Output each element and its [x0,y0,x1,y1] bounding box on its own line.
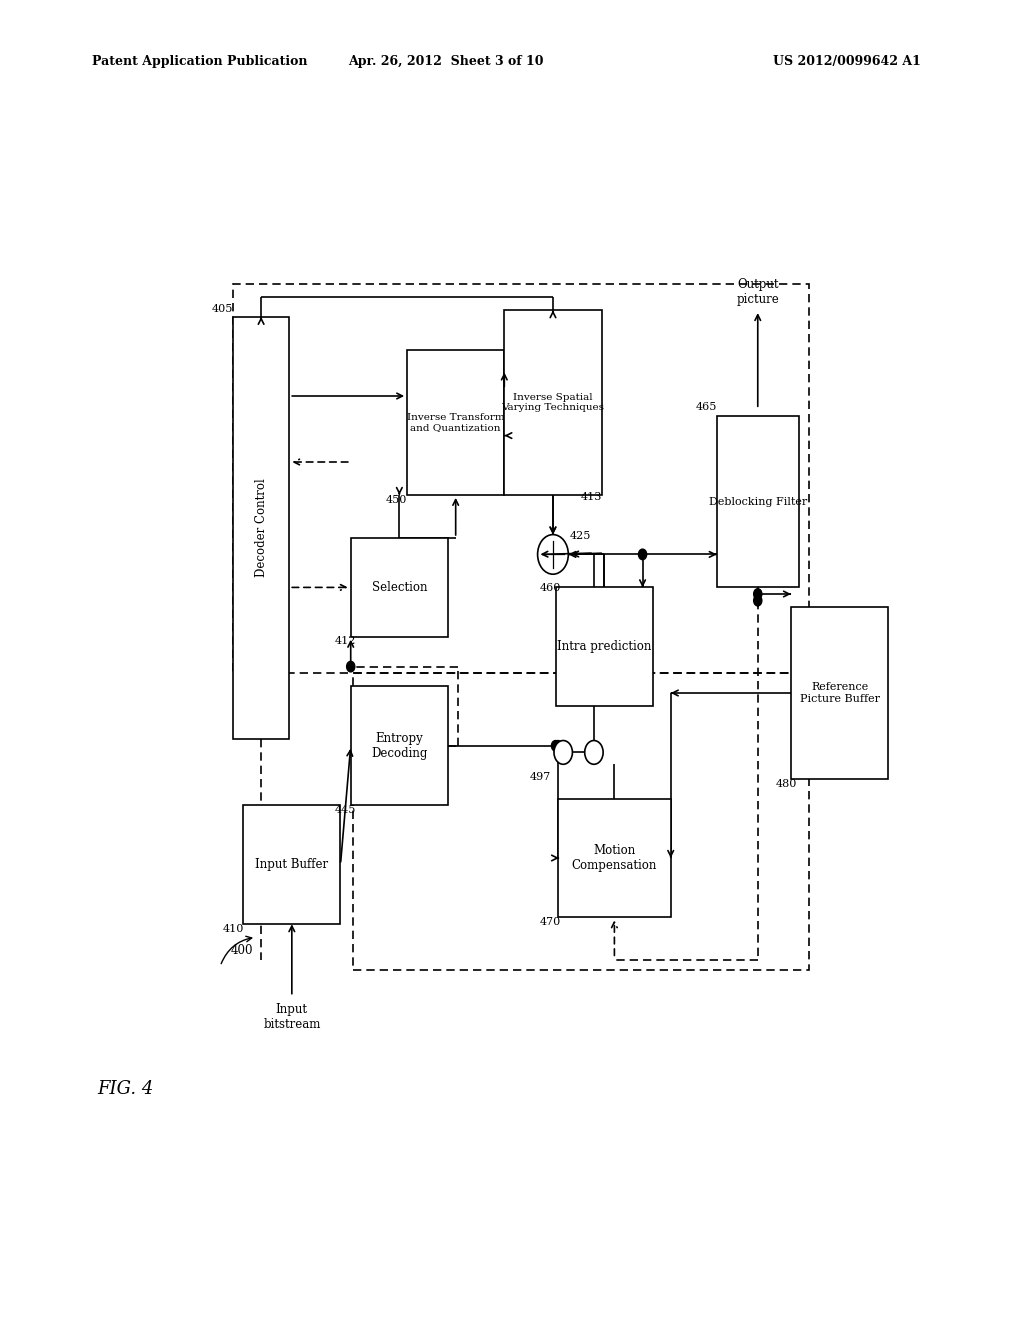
Text: Intra prediction: Intra prediction [557,640,651,653]
Circle shape [554,741,562,751]
Text: Motion
Compensation: Motion Compensation [571,843,657,873]
Text: 425: 425 [569,531,591,541]
Circle shape [585,741,603,764]
Text: 400: 400 [230,944,253,957]
Text: Decoder Control: Decoder Control [255,479,267,577]
Text: 405: 405 [212,304,233,314]
Circle shape [754,595,762,606]
Circle shape [538,535,568,574]
Text: 410: 410 [222,924,244,935]
Bar [244,805,340,924]
Bar [555,587,653,706]
Text: Apr. 26, 2012  Sheet 3 of 10: Apr. 26, 2012 Sheet 3 of 10 [348,55,543,69]
Text: 460: 460 [540,583,561,594]
Text: Reference
Picture Buffer: Reference Picture Buffer [800,682,880,704]
Text: Selection: Selection [372,581,427,594]
Circle shape [551,741,559,751]
Text: 445: 445 [335,805,356,816]
Bar [717,416,799,587]
Bar [233,284,809,673]
Text: US 2012/0099642 A1: US 2012/0099642 A1 [773,55,921,69]
Bar [505,310,602,495]
Text: Entropy
Decoding: Entropy Decoding [371,731,428,760]
Bar [558,799,671,917]
Text: FIG. 4: FIG. 4 [97,1080,154,1098]
Text: 470: 470 [540,917,561,928]
Text: 480: 480 [775,779,797,789]
Text: Input
bitstream: Input bitstream [263,1003,321,1031]
Text: Patent Application Publication: Patent Application Publication [92,55,307,69]
Circle shape [639,549,647,560]
Bar [353,673,809,970]
Bar [350,686,449,805]
Bar [350,537,449,636]
Text: 497: 497 [529,772,551,783]
Circle shape [346,661,355,672]
Text: Output
picture: Output picture [736,279,779,306]
Circle shape [554,741,572,764]
Text: 450: 450 [386,495,408,506]
Text: 465: 465 [695,401,717,412]
Text: Input Buffer: Input Buffer [255,858,329,871]
Bar [233,317,290,739]
Text: Inverse Transform
and Quantization: Inverse Transform and Quantization [407,413,505,432]
Circle shape [754,589,762,599]
Text: Deblocking Filter: Deblocking Filter [709,496,807,507]
Text: Inverse Spatial
Varying Techniques: Inverse Spatial Varying Techniques [502,393,604,412]
Text: 413: 413 [581,492,602,503]
Bar [408,350,505,495]
Text: 412: 412 [335,636,356,647]
Bar [791,607,888,779]
